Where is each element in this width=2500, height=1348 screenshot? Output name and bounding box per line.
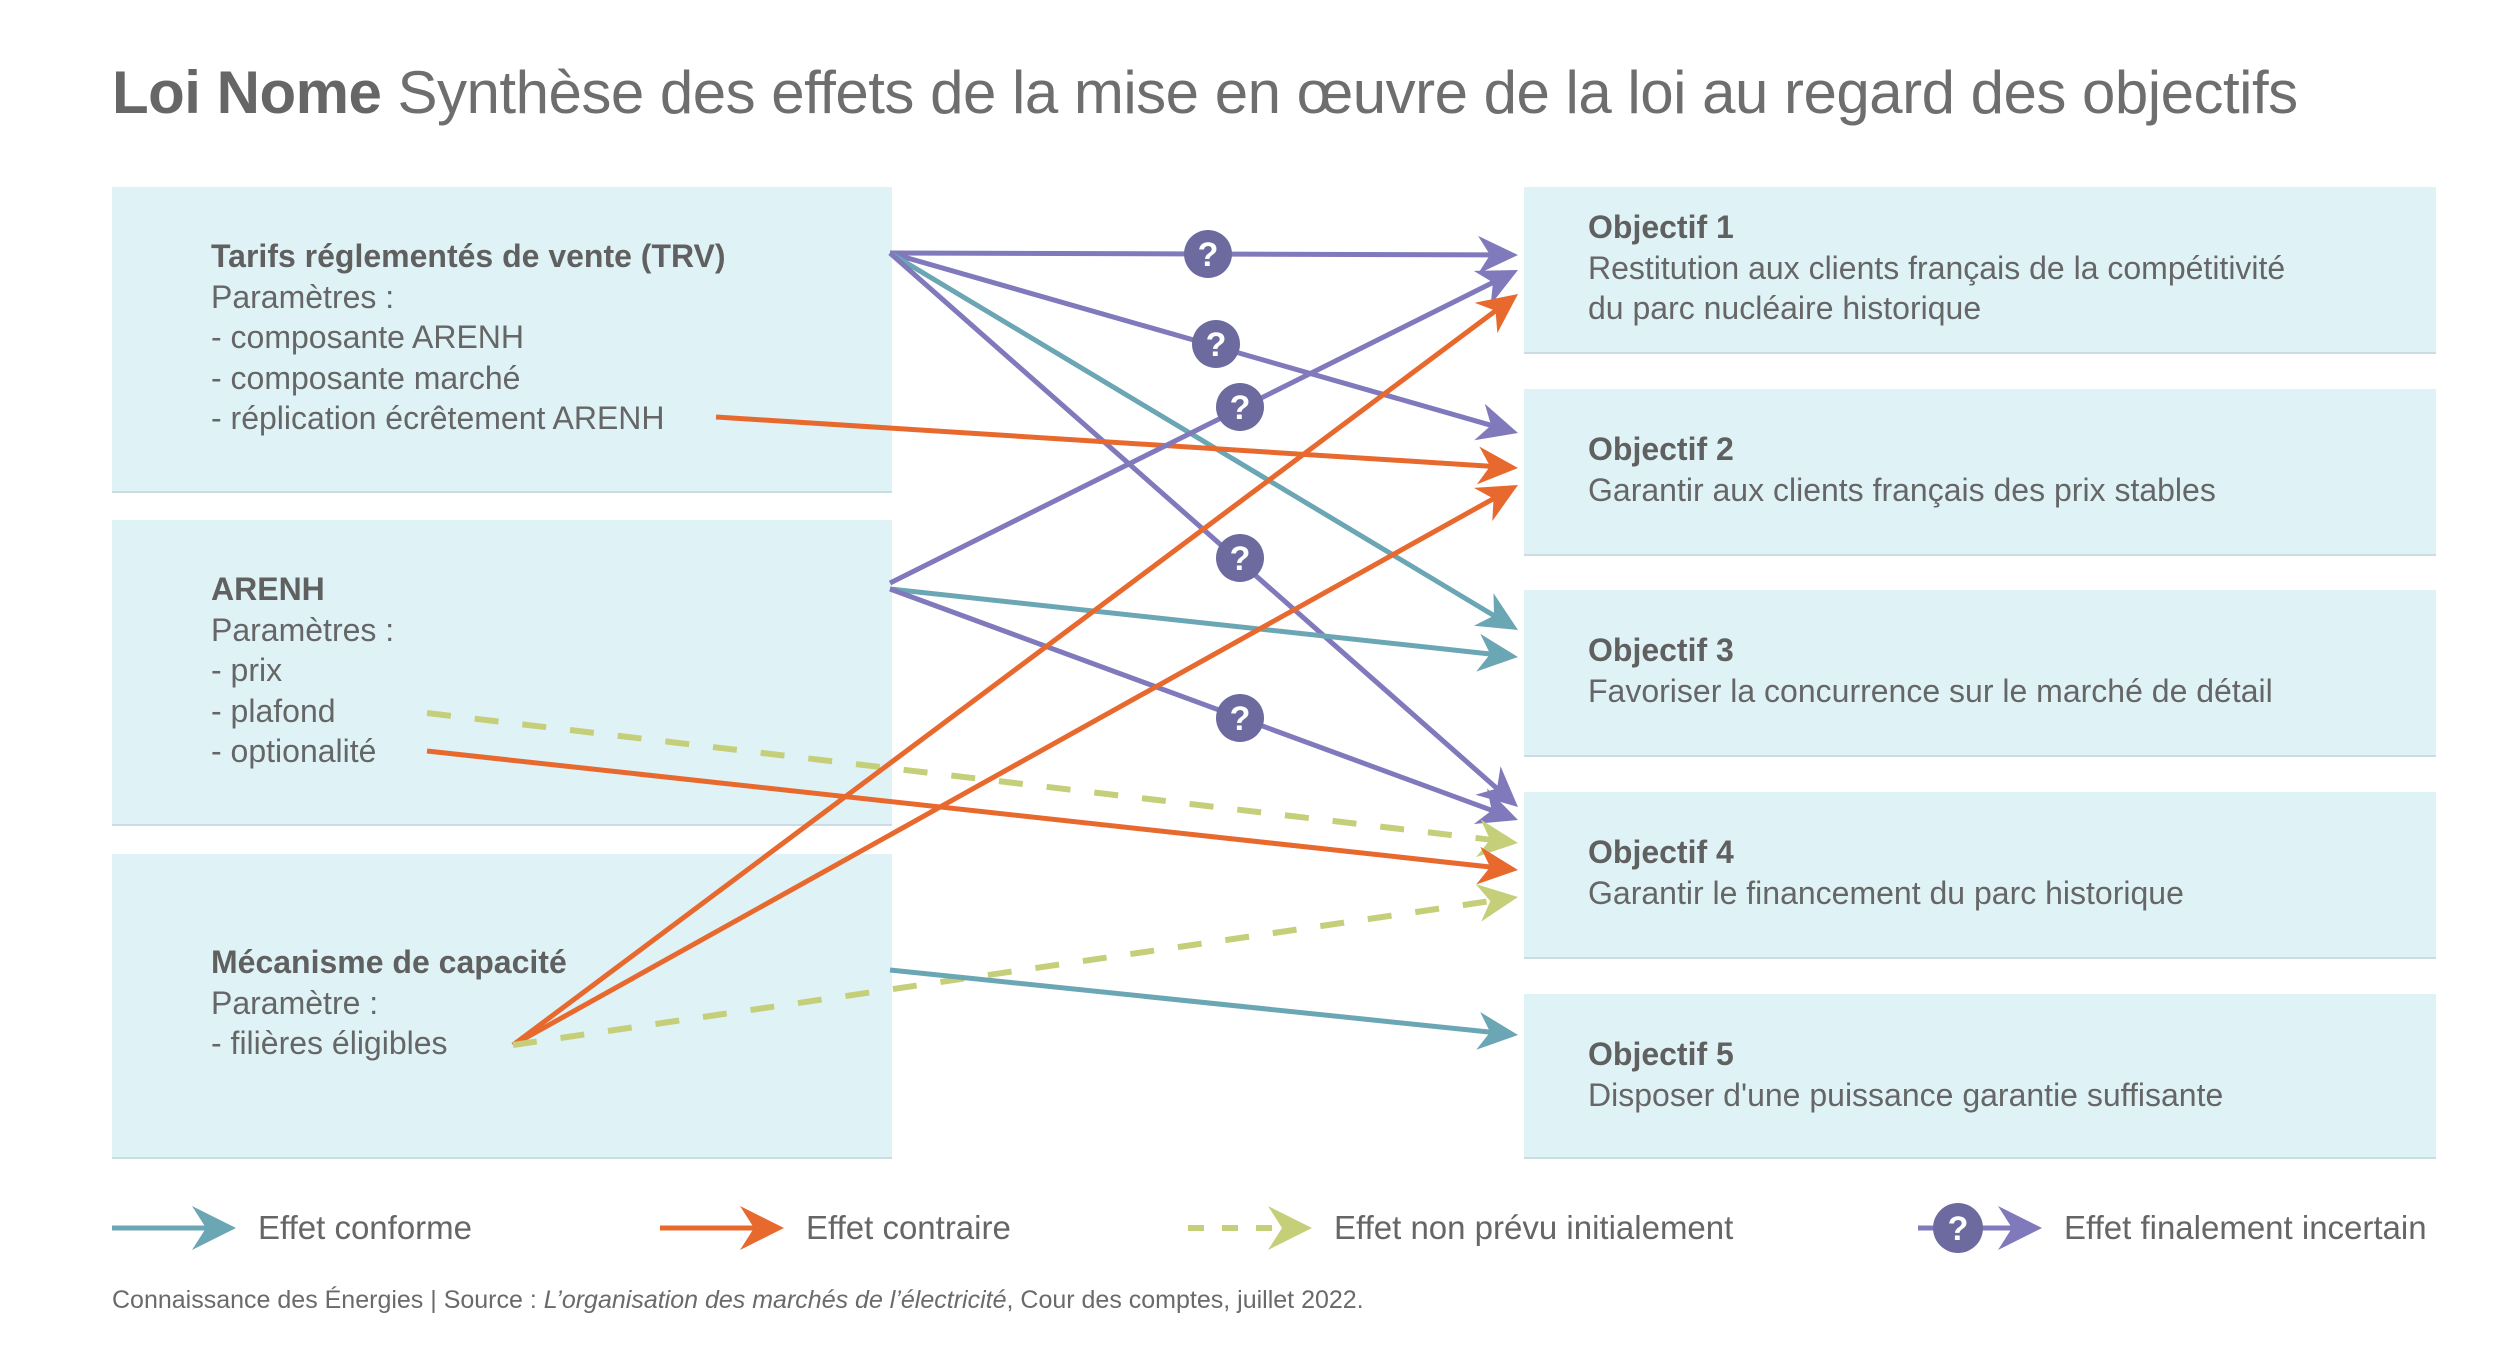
objective-text: Garantir aux clients français des prix s… — [1588, 471, 2216, 508]
objective-heading: Objectif 5 — [1588, 1036, 1734, 1072]
connection-line — [511, 308, 1498, 1048]
source-heading: Tarifs réglementés de vente (TRV) — [211, 238, 726, 274]
footer-source-title: L’organisation des marchés de l’électric… — [543, 1286, 1007, 1314]
legend-label: Effet finalement incertain — [2064, 1209, 2427, 1246]
page-title: Loi Nome Synthèse des effets de la mise … — [112, 58, 2298, 128]
source-box-trv: Tarifs réglementés de vente (TRV) Paramè… — [112, 187, 892, 493]
connection-line — [889, 967, 1491, 1035]
objective-text: du parc nucléaire historique — [1588, 290, 1982, 326]
source-param: - composante marché — [211, 359, 521, 396]
connection-incertain — [889, 235, 1518, 274]
connection-line — [889, 586, 1493, 813]
source-heading: ARENH — [211, 571, 325, 607]
legend-label: Effet contraire — [806, 1209, 1011, 1246]
source-param: Paramètres : — [211, 611, 395, 648]
source-param: - plafond — [211, 692, 336, 729]
objective-text: Garantir le financement du parc historiq… — [1588, 874, 2184, 911]
objective-text: Restitution aux clients français de la c… — [1588, 249, 2286, 286]
source-param: - optionalité — [211, 733, 377, 769]
objective-box-2: Objectif 2 Garantir aux clients français… — [1524, 389, 2436, 556]
objective-box-1: Objectif 1 Restitution aux clients franç… — [1524, 187, 2436, 354]
objective-box-4: Objectif 4 Garantir le financement du pa… — [1524, 792, 2436, 959]
footer-prefix: Connaissance des Énergies | Source : — [112, 1286, 544, 1314]
source-param: - réplication écrêtement ARENH — [211, 400, 665, 436]
legend-item-non-prevu: Effet non prévu initialement — [1188, 1200, 1733, 1256]
source-param: - filières éligibles — [211, 1025, 448, 1061]
connection-line — [889, 250, 1491, 258]
legend-item-contraire: Effet contraire — [660, 1200, 1011, 1256]
question-icon: ? — [1948, 1210, 1969, 1248]
objective-box-5: Objectif 5 Disposer d'une puissance gara… — [1524, 994, 2436, 1159]
source-param: - composante ARENH — [211, 319, 525, 355]
source-param: - prix — [211, 652, 283, 688]
legend-item-conforme: Effet conforme — [112, 1200, 472, 1256]
connection-line — [888, 280, 1495, 586]
connection-line — [426, 748, 1491, 870]
arrow-contraire-icon — [660, 1206, 784, 1250]
arrow-dashed-icon — [1188, 1206, 1312, 1250]
footer-suffix: , Cour des comptes, juillet 2022. — [1006, 1286, 1364, 1314]
connection-incertain — [889, 250, 1518, 441]
arrow-conforme-icon — [112, 1206, 236, 1250]
connection-conforme — [888, 250, 1518, 630]
connection-line — [888, 251, 1499, 791]
source-box-arenh: ARENH Paramètres : - prix - plafond - op… — [112, 520, 892, 826]
source-param: Paramètre : — [211, 984, 379, 1021]
objective-box-3: Objectif 3 Favoriser la concurrence sur … — [1524, 590, 2436, 757]
objective-heading: Objectif 2 — [1588, 431, 1734, 467]
arrowhead-icon — [1473, 593, 1518, 630]
title-subtitle: Synthèse des effets de la mise en œuvre … — [397, 59, 2299, 126]
source-footer: Connaissance des Énergies | Source : L’o… — [112, 1286, 1364, 1315]
source-param: Paramètres : — [211, 278, 395, 315]
legend-label: Effet non prévu initialement — [1334, 1209, 1734, 1246]
arrow-uncertain-icon: ? — [1918, 1203, 2042, 1253]
connection-line — [715, 414, 1491, 469]
objective-heading: Objectif 3 — [1588, 632, 1734, 668]
connection-line — [889, 586, 1491, 657]
connection-line — [426, 710, 1491, 843]
objective-heading: Objectif 4 — [1588, 834, 1734, 870]
source-heading: Mécanisme de capacité — [211, 944, 567, 980]
title-bold: Loi Nome — [112, 59, 382, 126]
connection-line — [512, 898, 1491, 1048]
legend-item-incertain: ? Effet finalement incertain — [1918, 1200, 2427, 1256]
connection-line — [511, 496, 1495, 1048]
arrowhead-icon — [1473, 485, 1518, 522]
connection-line — [889, 250, 1492, 428]
objective-text: Disposer d'une puissance garantie suffis… — [1588, 1076, 2224, 1113]
legend-label: Effet conforme — [258, 1209, 473, 1246]
objective-text: Favoriser la concurrence sur le marché d… — [1588, 672, 2273, 709]
arrowhead-icon — [1474, 294, 1518, 334]
connection-conforme — [889, 967, 1518, 1050]
objective-heading: Objectif 1 — [1588, 209, 1734, 245]
